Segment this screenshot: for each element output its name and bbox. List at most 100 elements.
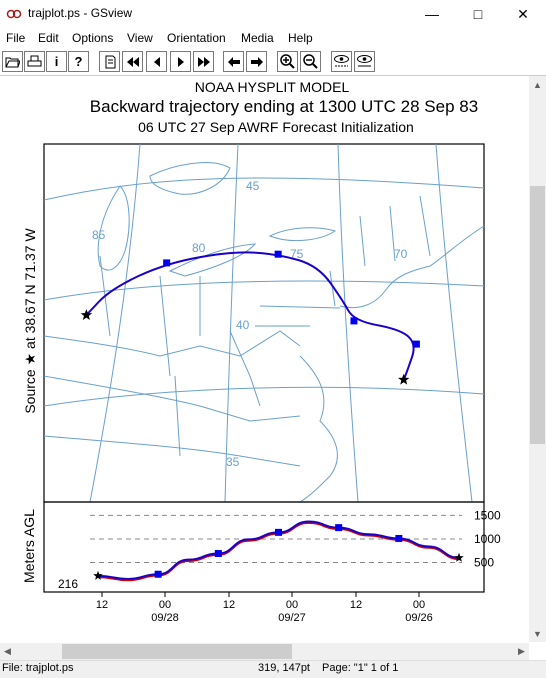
- info-icon: i: [54, 54, 59, 69]
- lake-erie: [168, 243, 257, 277]
- minimize-button[interactable]: —: [409, 0, 455, 28]
- trajectory-marker: [412, 340, 420, 348]
- close-button[interactable]: ✕: [500, 0, 546, 28]
- altitude-marker: [395, 534, 403, 542]
- lat-35-line: [43, 386, 485, 407]
- time-hour-label: 00: [286, 599, 298, 611]
- altitude-tick-label: 500: [474, 555, 494, 569]
- altitude-frame: [43, 501, 485, 593]
- maximize-icon: □: [473, 6, 483, 22]
- gsview-app-icon: [6, 9, 22, 19]
- close-icon: ✕: [517, 6, 529, 22]
- trajectory-marker: [163, 259, 171, 267]
- lat-label-40: 40: [236, 318, 250, 332]
- trajectory-layer: [80, 250, 420, 385]
- subtitle: 06 UTC 27 Sep AWRF Forecast Initializati…: [138, 119, 414, 135]
- double-left-arrow-icon: [126, 56, 139, 67]
- altitude-marker: [214, 550, 222, 558]
- document-view[interactable]: NOAA HYSPLIT MODEL Backward trajectory e…: [0, 76, 528, 642]
- zoom-in-button[interactable]: [277, 51, 298, 72]
- find-next-button[interactable]: [354, 51, 375, 72]
- horizontal-scroll-thumb[interactable]: [62, 644, 292, 659]
- time-hour-label: 12: [223, 599, 235, 611]
- map-borders: [43, 143, 485, 503]
- altitude-tick-labels: 1500 1000 500: [474, 508, 501, 569]
- trajectory-marker: [350, 317, 358, 325]
- time-hour-label: 12: [350, 599, 362, 611]
- trajectory-plot: NOAA HYSPLIT MODEL Backward trajectory e…: [21, 79, 501, 624]
- status-coords: 319, 147pt: [258, 662, 310, 674]
- time-hour-label: 12: [96, 599, 108, 611]
- lon-70-line: [435, 143, 473, 503]
- open-button[interactable]: [2, 51, 23, 72]
- help-icon: ?: [74, 54, 83, 69]
- lon-label-85: 85: [92, 228, 106, 242]
- left-arrow-icon: [153, 56, 160, 67]
- menu-orientation[interactable]: Orientation: [167, 31, 226, 45]
- zoom-out-icon: [303, 54, 318, 69]
- source-star-icon: [398, 373, 410, 385]
- altitude-start-star-icon: [93, 570, 103, 580]
- menu-help[interactable]: Help: [288, 31, 313, 45]
- scroll-up-icon[interactable]: ▲: [533, 80, 542, 90]
- main-title: Backward trajectory ending at 1300 UTC 2…: [90, 97, 478, 116]
- lon-label-75: 75: [290, 247, 304, 261]
- find-text-button[interactable]: [331, 51, 352, 72]
- toolbar: [0, 49, 546, 76]
- maximize-button[interactable]: □: [455, 0, 501, 28]
- eye-icon: [357, 55, 372, 67]
- state-borders-c: [43, 435, 301, 467]
- menu-view[interactable]: View: [127, 31, 153, 45]
- scroll-down-icon[interactable]: ▼: [533, 629, 542, 639]
- print-button[interactable]: [24, 51, 45, 72]
- lat-label-45: 45: [246, 179, 260, 193]
- lon-label-70: 70: [394, 247, 408, 261]
- state-borders-e: [255, 195, 431, 327]
- lake-ontario: [268, 227, 337, 241]
- printer-icon: [27, 55, 42, 67]
- scroll-right-icon[interactable]: ▶: [518, 646, 525, 656]
- back-arrow-icon: [227, 56, 240, 67]
- forward-button[interactable]: [246, 51, 267, 72]
- help-button[interactable]: ?: [68, 51, 89, 72]
- right-arrow-icon: [177, 56, 184, 67]
- page-icon: [105, 55, 115, 68]
- map-frame: [43, 143, 485, 503]
- first-page-button[interactable]: [122, 51, 143, 72]
- altitude-axis-label: Meters AGL: [21, 509, 37, 583]
- menu-edit[interactable]: Edit: [38, 31, 59, 45]
- time-date-label: 09/26: [405, 612, 433, 624]
- minimize-icon: —: [425, 6, 439, 22]
- open-folder-icon: [5, 57, 20, 68]
- altitude-end-star-icon: [454, 552, 464, 562]
- next-page-button[interactable]: [170, 51, 191, 72]
- previous-page-button[interactable]: [146, 51, 167, 72]
- endpoint-star-icon: [80, 309, 93, 320]
- status-file: File: trajplot.ps: [2, 662, 74, 674]
- menu-options[interactable]: Options: [72, 31, 114, 45]
- time-hour-label: 00: [413, 599, 425, 611]
- state-borders-a: [43, 330, 301, 357]
- menu-file[interactable]: File: [6, 31, 26, 45]
- source-height-label: 216: [58, 577, 78, 591]
- menu-media[interactable]: Media: [241, 31, 274, 45]
- coastline-midatlantic: [299, 355, 338, 503]
- altitude-marker: [154, 570, 162, 578]
- last-page-button[interactable]: [193, 51, 214, 72]
- altitude-layer: [93, 520, 464, 582]
- vertical-scroll-thumb[interactable]: [530, 186, 545, 444]
- trajectory-path: [85, 251, 415, 381]
- source-label: Source ★ at 38.67 N 71.37 W: [22, 228, 38, 414]
- status-bar: [0, 660, 546, 678]
- goto-page-button[interactable]: [99, 51, 120, 72]
- zoom-out-button[interactable]: [300, 51, 321, 72]
- back-button[interactable]: [223, 51, 244, 72]
- lat-45-line: [43, 177, 485, 201]
- info-button[interactable]: i: [46, 51, 67, 72]
- scroll-left-icon[interactable]: ◀: [4, 646, 11, 656]
- zoom-in-icon: [280, 54, 295, 69]
- lon-85-line: [89, 143, 141, 503]
- eye-abc-icon: [334, 55, 349, 67]
- coastline-northeast: [339, 225, 485, 309]
